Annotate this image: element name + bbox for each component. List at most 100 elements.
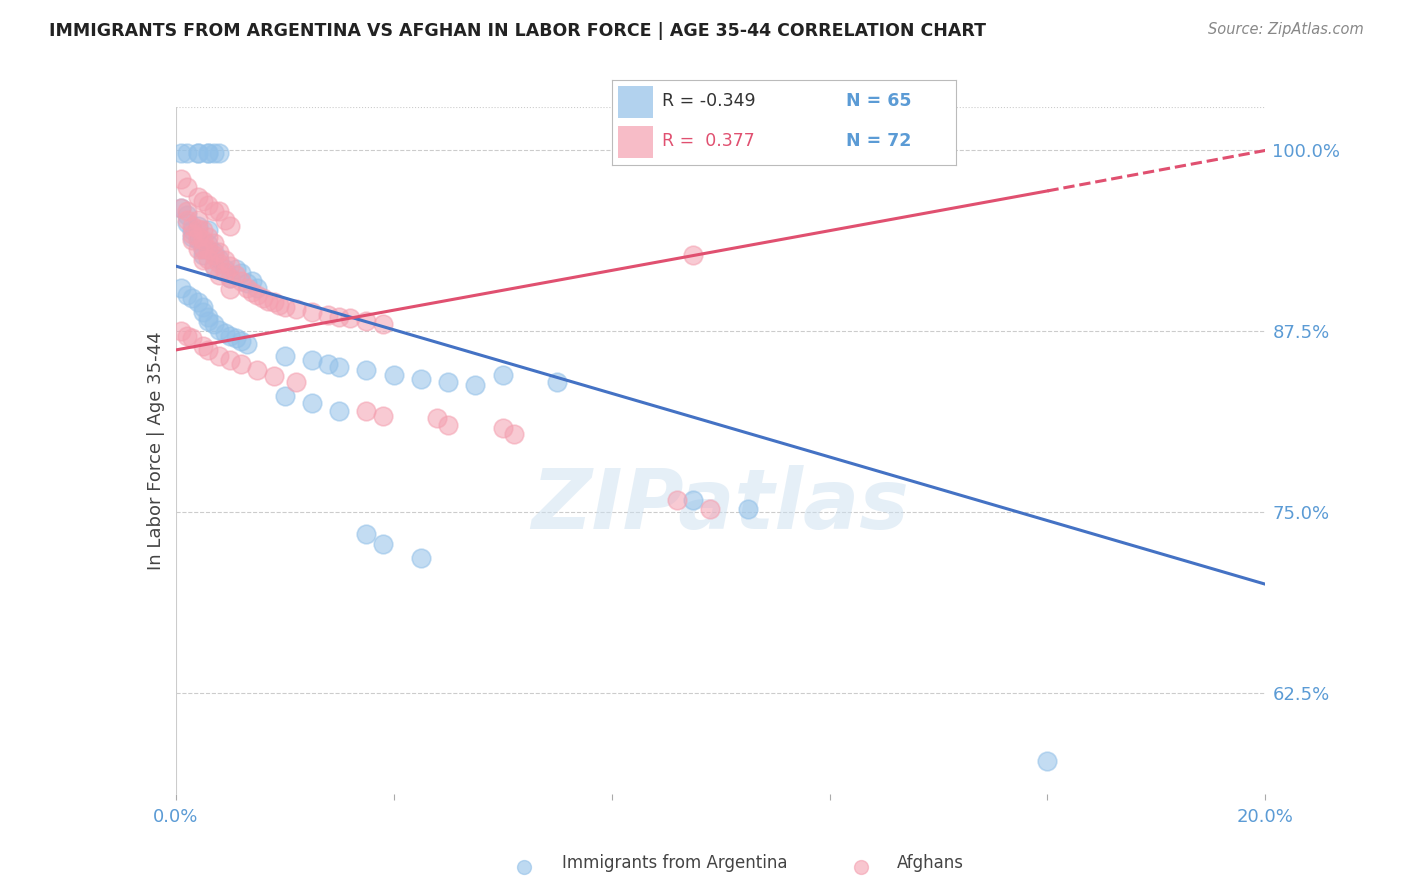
- Point: [202, 247, 225, 261]
- Point: [214, 326, 236, 340]
- Point: [437, 375, 460, 389]
- Point: [356, 363, 378, 377]
- Point: [409, 551, 432, 566]
- Text: N = 72: N = 72: [846, 132, 911, 150]
- Point: [371, 409, 394, 424]
- Point: [328, 360, 350, 375]
- Point: [546, 375, 568, 389]
- Bar: [619, 126, 652, 158]
- Point: [181, 219, 204, 233]
- Point: [513, 860, 536, 874]
- Point: [170, 324, 193, 338]
- Point: [371, 537, 394, 551]
- Point: [371, 317, 394, 331]
- Point: [186, 219, 209, 233]
- Point: [202, 146, 225, 161]
- Point: [219, 270, 242, 285]
- Point: [197, 252, 219, 266]
- Y-axis label: In Labor Force | Age 35-44: In Labor Force | Age 35-44: [146, 331, 165, 570]
- Point: [235, 337, 257, 351]
- Point: [214, 265, 236, 279]
- Point: [682, 247, 704, 261]
- Point: [301, 353, 323, 368]
- Point: [202, 317, 225, 331]
- Point: [246, 363, 269, 377]
- Point: [382, 368, 405, 382]
- Point: [176, 209, 198, 223]
- Text: Afghans: Afghans: [897, 855, 965, 872]
- Point: [186, 295, 209, 310]
- Point: [301, 396, 323, 410]
- Point: [274, 349, 297, 363]
- Point: [219, 219, 242, 233]
- Point: [176, 146, 198, 161]
- Point: [170, 281, 193, 295]
- Point: [176, 212, 198, 227]
- Point: [240, 285, 263, 299]
- Point: [197, 242, 219, 256]
- Point: [301, 305, 323, 319]
- Point: [219, 282, 242, 296]
- Point: [197, 237, 219, 252]
- Point: [202, 259, 225, 273]
- Point: [208, 252, 231, 266]
- Point: [219, 259, 242, 273]
- Point: [202, 204, 225, 219]
- Point: [219, 270, 242, 285]
- Text: IMMIGRANTS FROM ARGENTINA VS AFGHAN IN LABOR FORCE | AGE 35-44 CORRELATION CHART: IMMIGRANTS FROM ARGENTINA VS AFGHAN IN L…: [49, 22, 986, 40]
- Point: [252, 291, 274, 305]
- Point: [225, 262, 247, 277]
- Point: [269, 298, 291, 312]
- Point: [191, 242, 214, 256]
- Point: [181, 227, 204, 242]
- Point: [502, 426, 524, 441]
- Point: [225, 331, 247, 345]
- Point: [176, 204, 198, 219]
- Point: [426, 411, 449, 425]
- Point: [186, 242, 209, 256]
- Point: [186, 221, 209, 235]
- Point: [208, 256, 231, 270]
- Point: [197, 310, 219, 324]
- Point: [231, 266, 253, 280]
- Point: [318, 308, 340, 322]
- Point: [197, 146, 219, 161]
- Point: [328, 403, 350, 417]
- Point: [208, 244, 231, 259]
- Point: [666, 493, 689, 508]
- Point: [181, 331, 204, 345]
- Point: [186, 190, 209, 204]
- Point: [235, 277, 257, 291]
- Point: [274, 300, 297, 314]
- Point: [181, 291, 204, 305]
- Point: [208, 204, 231, 219]
- Point: [176, 179, 198, 194]
- Point: [186, 146, 209, 161]
- Point: [214, 262, 236, 277]
- Point: [356, 314, 378, 328]
- Point: [263, 295, 285, 310]
- Text: N = 65: N = 65: [846, 93, 911, 111]
- Point: [240, 274, 263, 288]
- Point: [208, 323, 231, 337]
- Point: [356, 526, 378, 541]
- Point: [186, 233, 209, 247]
- Point: [197, 223, 219, 237]
- Text: Immigrants from Argentina: Immigrants from Argentina: [562, 855, 787, 872]
- Point: [235, 281, 257, 295]
- Point: [409, 372, 432, 386]
- Point: [231, 358, 253, 372]
- Point: [202, 235, 225, 250]
- Point: [191, 233, 214, 247]
- Point: [1036, 754, 1059, 768]
- Point: [197, 198, 219, 212]
- Point: [208, 146, 231, 161]
- Bar: [619, 87, 652, 119]
- Point: [176, 216, 198, 230]
- Text: ZIPatlas: ZIPatlas: [531, 465, 910, 546]
- Point: [214, 212, 236, 227]
- Point: [197, 314, 219, 328]
- Point: [225, 268, 247, 282]
- Point: [257, 293, 280, 308]
- Point: [191, 247, 214, 261]
